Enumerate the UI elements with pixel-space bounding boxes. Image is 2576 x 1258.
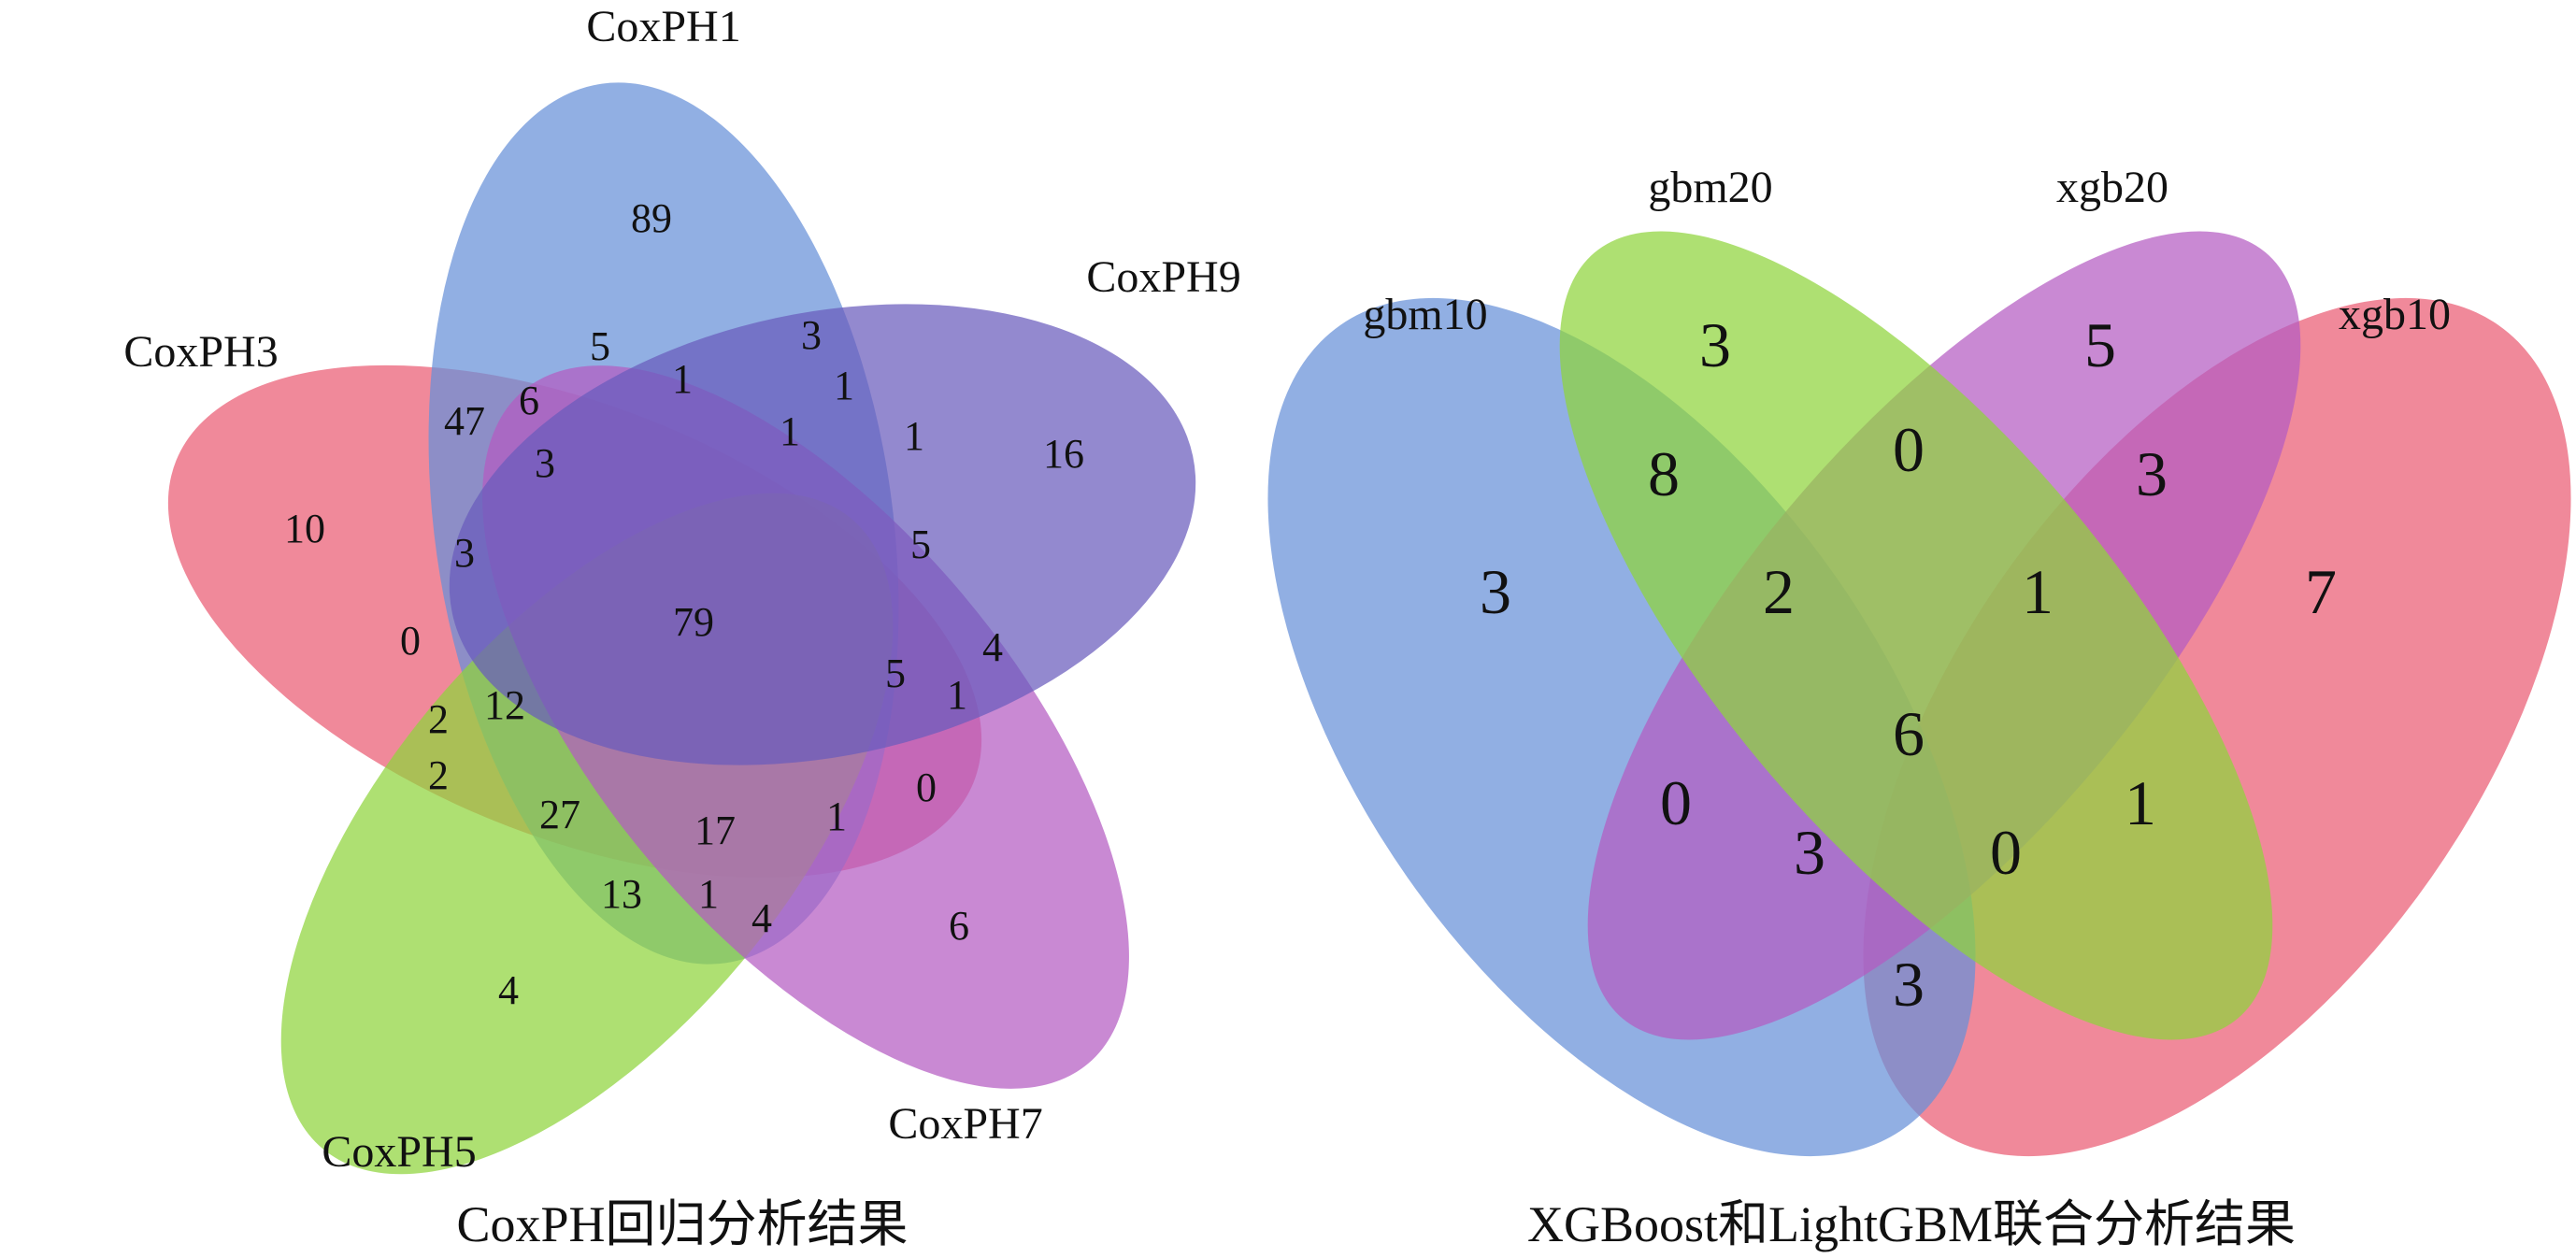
region-count: 1 [904,413,924,459]
region-count: 6 [949,903,969,949]
set-label-xgb20: xgb20 [2056,163,2168,212]
region-count: 4 [982,624,1003,670]
region-count: 3 [535,440,555,486]
region-count: 3 [1480,556,1511,627]
region-count: 1 [947,672,967,718]
set-label-coxph7: CoxPH7 [888,1099,1042,1149]
panel-b-caption: XGBoost和LightGBM联合分析结果 [1527,1196,2296,1252]
region-count: 12 [484,682,525,728]
region-count: 1 [834,363,854,408]
region-count: 1 [698,871,719,917]
region-count: 17 [694,808,736,853]
region-count-highlight: 1 [2022,556,2054,627]
panel-b-venn: gbm10 gbm20 xgb20 xgb10 3 3 5 7 8 0 3 2 … [1267,163,2571,1252]
region-count: 16 [1043,431,1084,477]
region-count: 13 [601,871,642,917]
panel-a-caption: CoxPH回归分析结果 [456,1196,908,1252]
set-ellipse-gbm20 [1559,231,2273,1040]
region-count-highlight: 0 [1990,817,2022,888]
set-label-coxph3: CoxPH3 [123,327,278,377]
region-count: 5 [910,522,931,567]
region-count: 0 [400,618,421,664]
region-count: 1 [672,356,693,402]
region-count: 5 [2084,309,2116,380]
region-count: 27 [539,792,580,837]
set-label-coxph1: CoxPH1 [586,2,740,51]
set-label-gbm10: gbm10 [1363,290,1487,339]
region-count: 1 [826,793,847,839]
set-label-coxph9: CoxPH9 [1086,252,1240,302]
set-label-gbm20: gbm20 [1648,163,1772,212]
region-count: 6 [519,378,539,423]
region-count-highlight: 79 [673,599,714,645]
region-count: 3 [801,312,822,358]
region-count-highlight: 2 [1763,556,1795,627]
region-count-highlight: 8 [1648,438,1680,509]
region-counts-a: 89 16 10 6 4 5 3 1 1 1 1 6 47 3 3 5 79 0… [284,195,1084,1013]
region-count: 3 [1699,309,1731,380]
set-ellipse-coxph9 [449,304,1196,765]
region-count: 3 [1893,949,1925,1020]
region-count: 10 [284,506,325,551]
set-label-coxph5: CoxPH5 [322,1127,476,1177]
region-count: 0 [916,765,937,810]
region-count: 3 [454,530,475,576]
region-count: 0 [1660,767,1692,838]
region-count: 1 [780,408,800,454]
region-count: 5 [590,323,610,369]
set-label-xgb10: xgb10 [2339,290,2451,339]
region-count: 5 [885,650,906,696]
region-count: 89 [631,195,672,241]
region-count: 2 [428,696,449,742]
region-count: 1 [2125,767,2156,838]
region-count-highlight: 3 [1794,817,1825,888]
region-count: 4 [751,895,772,941]
region-count-highlight: 6 [1893,698,1925,769]
region-count-highlight: 3 [2136,438,2168,509]
panel-a-venn: CoxPH1 CoxPH3 CoxPH9 CoxPH7 CoxPH5 89 16… [123,2,1240,1252]
region-count: 47 [444,398,485,444]
region-count: 7 [2305,556,2337,627]
region-count: 4 [498,967,519,1013]
region-counts-b: 3 3 5 7 8 0 3 2 1 6 0 1 3 0 3 [1480,309,2337,1020]
region-count: 2 [428,752,449,798]
region-count: 0 [1893,414,1925,485]
